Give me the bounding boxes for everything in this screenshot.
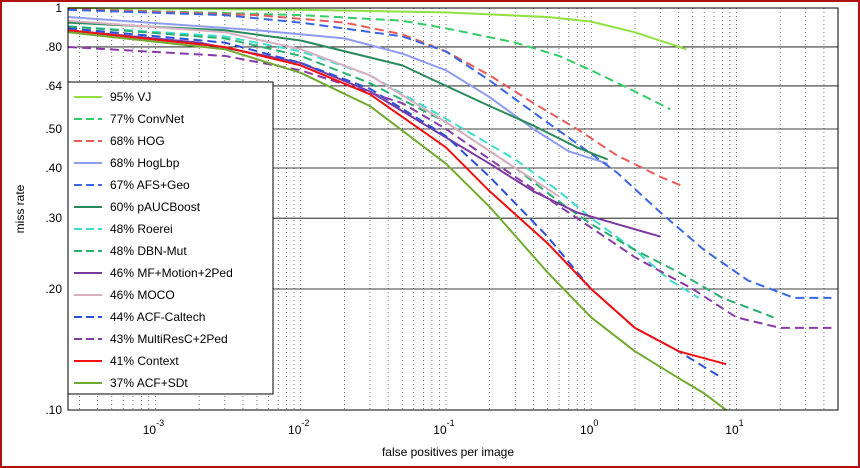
- legend-entry: 46% MF+Motion+2Ped: [110, 266, 233, 280]
- legend-entry: 48% Roerei: [110, 222, 173, 236]
- x-tick-label: 10-3: [143, 418, 164, 437]
- series-line-7: [67, 25, 774, 319]
- legend-entry: 37% ACF+SDt: [110, 376, 188, 390]
- y-tick-label: .20: [45, 282, 62, 296]
- legend-entry: 60% pAUCBoost: [110, 200, 201, 214]
- legend-entry: 46% MOCO: [110, 288, 175, 302]
- legend-entry: 41% Context: [110, 354, 179, 368]
- series-line-3: [67, 16, 609, 165]
- x-tick-label: 10-1: [433, 418, 454, 437]
- legend-entry: 68% HOG: [110, 134, 165, 148]
- legend-entry: 77% ConvNet: [110, 112, 185, 126]
- legend-entry: 43% MultiResC+2Ped: [110, 332, 228, 346]
- y-tick-label: .64: [45, 79, 62, 93]
- series-line-1: [67, 7, 671, 111]
- y-tick-label: .80: [45, 40, 62, 54]
- series-line-9: [67, 19, 560, 198]
- y-tick-label: .40: [45, 161, 62, 175]
- y-tick-label: .50: [45, 122, 62, 136]
- legend-box: [67, 81, 274, 395]
- legend-entry: 48% DBN-Mut: [110, 244, 187, 258]
- y-tick-labels: 1 .80 .64 .50 .40 .30 .20 .10: [45, 1, 62, 417]
- legend-entry: 68% HogLbp: [110, 156, 180, 170]
- legend-entry: 67% AFS+Geo: [110, 178, 190, 192]
- series-line-0: [67, 7, 687, 51]
- series-line-12: [67, 29, 727, 366]
- series-line-5: [67, 21, 609, 161]
- x-tick-label: 100: [580, 418, 598, 437]
- x-tick-label: 10-2: [288, 418, 309, 437]
- legend-entry: 95% VJ: [110, 90, 151, 104]
- series-line-11: [67, 46, 832, 329]
- series-layer: [67, 7, 832, 411]
- x-tick-labels: 10-3 10-2 10-1 100 101: [143, 418, 744, 437]
- y-axis-label: miss rate: [13, 184, 27, 233]
- x-axis-label: false positives per image: [382, 445, 514, 459]
- series-line-13: [67, 31, 727, 411]
- legend-entry: 44% ACF-Caltech: [110, 310, 205, 324]
- legend: 95% VJ 77% ConvNet 68% HOG 68% HogLbp 67% AF…: [67, 81, 274, 395]
- x-tick-label: 101: [725, 418, 743, 437]
- y-tick-label: .10: [45, 403, 62, 417]
- y-tick-label: 1: [55, 1, 62, 15]
- y-tick-label: .30: [45, 211, 62, 225]
